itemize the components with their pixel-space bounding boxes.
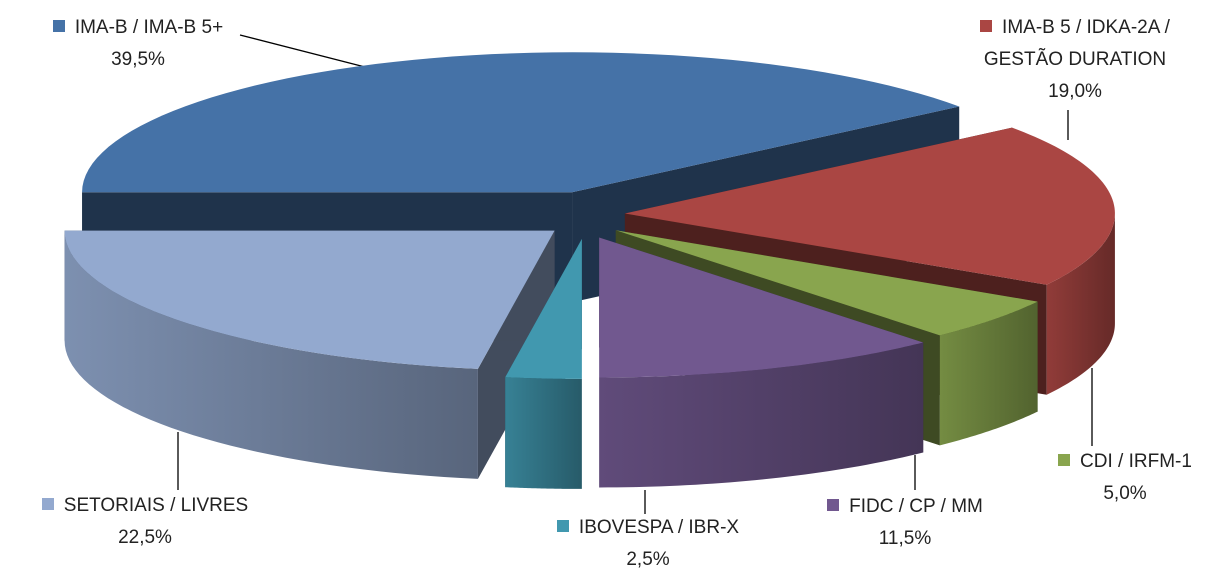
slice-wall xyxy=(939,301,1038,446)
legend-swatch xyxy=(980,20,993,32)
slice-top xyxy=(599,237,924,378)
leader-line xyxy=(239,34,366,68)
slice xyxy=(64,230,555,479)
legend-swatch xyxy=(556,520,569,532)
category-label: CDI / IRFM-1 xyxy=(1080,451,1192,472)
value-label: 5,0% xyxy=(1103,483,1147,504)
data-label: IMA-B / IMA-B 5+ 39,5% xyxy=(13,12,263,76)
legend-swatch xyxy=(1058,454,1071,466)
category-label: IMA-B 5 / IDKA-2A / GESTÃO DURATION xyxy=(983,17,1170,70)
value-label: 39,5% xyxy=(111,49,165,70)
category-label: IMA-B / IMA-B 5+ xyxy=(74,17,224,38)
slice-top xyxy=(624,127,1115,285)
value-label: 22,5% xyxy=(118,527,172,548)
slice-wall xyxy=(599,342,924,488)
category-label: FIDC / CP / MM xyxy=(849,496,983,517)
data-label: FIDC / CP / MM 11,5% xyxy=(790,491,1020,555)
legend-swatch xyxy=(827,499,840,511)
slice xyxy=(599,237,924,488)
data-label: IBOVESPA / IBR-X 2,5% xyxy=(518,512,778,571)
data-label: CDI / IRFM-1 5,0% xyxy=(1040,446,1209,510)
slice xyxy=(505,238,582,489)
category-label: IBOVESPA / IBR-X xyxy=(578,517,740,538)
value-label: 11,5% xyxy=(878,528,932,549)
slice-top xyxy=(615,230,1038,336)
slice-wall xyxy=(1046,213,1115,395)
slice-top xyxy=(82,52,960,193)
slice-wall xyxy=(64,230,478,479)
slice-wall xyxy=(505,377,582,489)
value-label: 19,0% xyxy=(1048,81,1102,102)
legend-swatch xyxy=(52,20,65,32)
data-label: IMA-B 5 / IDKA-2A / GESTÃO DURATION 19,0% xyxy=(955,12,1195,108)
category-label: SETORIAIS / LIVRES xyxy=(63,495,249,516)
slice-top xyxy=(505,238,582,379)
slice-top xyxy=(64,230,555,369)
value-label: 2,5% xyxy=(626,549,670,570)
legend-swatch xyxy=(41,498,54,510)
data-label: SETORIAIS / LIVRES 22,5% xyxy=(5,490,285,554)
